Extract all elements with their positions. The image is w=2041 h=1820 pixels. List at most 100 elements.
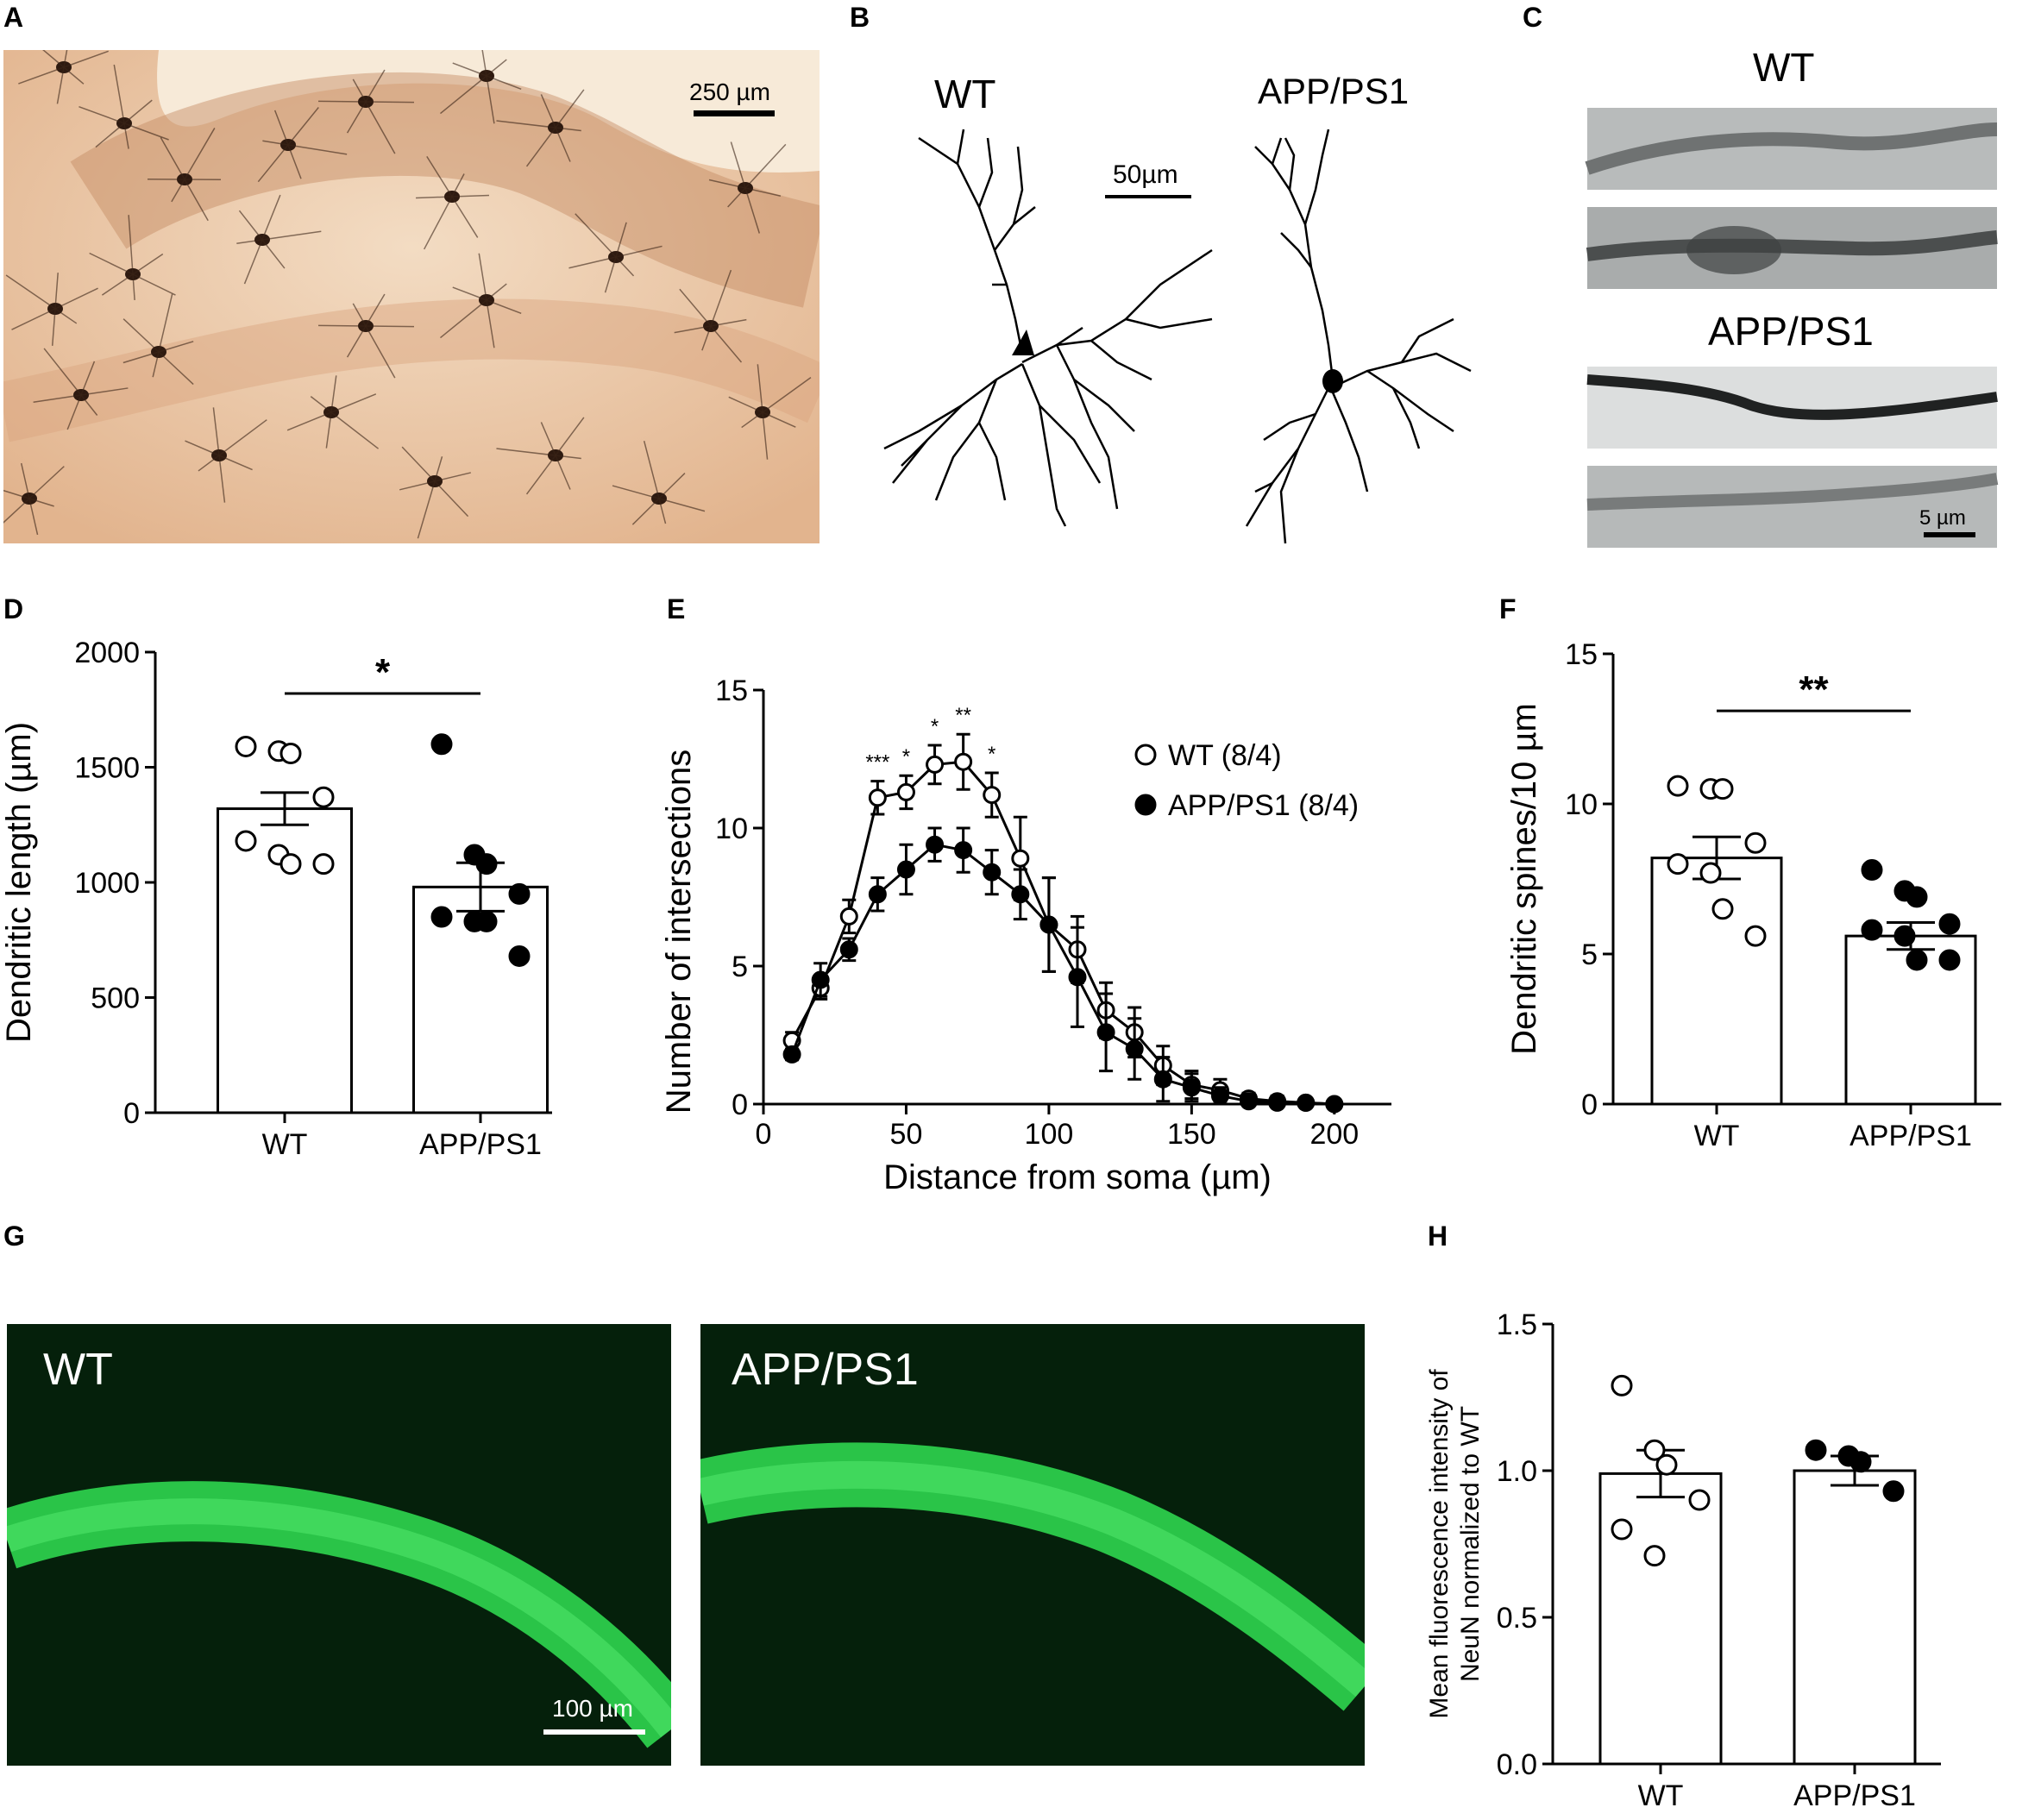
- y-tick-label: 500: [91, 982, 140, 1015]
- significance-marker: **: [955, 704, 971, 727]
- dendritic-spine-images: WT APP/PS1 5 µm: [1579, 43, 2010, 552]
- neuron-tracing-panel: WT APP/PS1 50µm: [850, 43, 1505, 561]
- data-point: [1325, 1095, 1344, 1114]
- data-point: [1182, 1078, 1201, 1097]
- data-point: [235, 830, 257, 852]
- data-point: [1011, 885, 1030, 904]
- y-tick-label: 1000: [74, 867, 140, 900]
- y-tick-label: 10: [1565, 788, 1598, 821]
- data-point: [312, 853, 335, 875]
- data-point: [1938, 913, 1961, 935]
- data-point: [1699, 862, 1722, 884]
- data-point: [1893, 925, 1916, 947]
- scale-label-b: 50µm: [1113, 160, 1178, 189]
- y-axis-title-line: NeuN normalized to WT: [1456, 1406, 1485, 1682]
- x-tick-label: 0: [756, 1118, 772, 1151]
- y-tick-label: 5: [1581, 938, 1598, 971]
- chart-dendritic-length: 0 500 1000 1500 2000 Dendritic length (µm) WT A…: [0, 595, 604, 1190]
- data-point: [1744, 832, 1767, 854]
- spine-label-wt: WT: [1753, 45, 1815, 90]
- legend-label: WT (8/4): [1168, 739, 1282, 772]
- scale-label-g: 100 µm: [552, 1695, 633, 1722]
- y-tick-label: 5: [732, 951, 748, 983]
- data-point: [1938, 949, 1961, 971]
- data-point: [983, 786, 1002, 805]
- data-point: [1068, 968, 1087, 987]
- y-tick-label: 1500: [74, 752, 140, 785]
- spine-strip-app-2: 5 µm: [1586, 466, 1999, 548]
- y-tick-label: 0: [123, 1097, 140, 1130]
- data-point: [1711, 778, 1734, 800]
- x-tick-label: WT: [262, 1128, 308, 1161]
- y-axis-title: Dendritic spines/10 µm: [1505, 703, 1543, 1055]
- significance-marker: *: [902, 745, 910, 769]
- data-point: [1744, 925, 1767, 947]
- chart-dendritic-spines: 0 5 10 15 Dendritic spines/10 µm WT APP/PS1 **: [1466, 595, 2036, 1190]
- spine-strip-wt-2: [1586, 207, 1998, 289]
- fluor-label-app: APP/PS1: [732, 1345, 919, 1395]
- significance-marker: ***: [865, 751, 889, 775]
- data-point: [1297, 1093, 1316, 1112]
- data-point: [839, 907, 858, 926]
- data-point: [1153, 1070, 1172, 1089]
- data-point: [1039, 915, 1058, 934]
- app-soma-shape: [1322, 369, 1343, 393]
- wt-soma-shape: [1012, 329, 1034, 355]
- chart-sholl-analysis: 0 5 10 15 0 50 100 150 200 Distance from soma (µm…: [656, 595, 1449, 1216]
- chart-neun-intensity: 0.0 0.5 1.0 1.5 Mean fluorescence intensity …: [1406, 1259, 2036, 1820]
- spine-strip-wt-1: [1585, 108, 1998, 190]
- data-point: [1096, 1023, 1115, 1042]
- data-point: [1643, 1439, 1666, 1461]
- data-point: [1655, 1453, 1678, 1476]
- y-tick-label: 10: [715, 813, 748, 845]
- x-tick-label: 100: [1025, 1118, 1074, 1151]
- x-tick-label: WT: [1638, 1779, 1684, 1812]
- y-tick-label: 0: [732, 1089, 748, 1121]
- data-point: [312, 786, 335, 808]
- data-point: [1125, 1039, 1144, 1058]
- y-tick-label: 0: [1581, 1089, 1598, 1121]
- neun-fluorescence-app: APP/PS1: [700, 1324, 1365, 1766]
- y-tick-label: 2000: [74, 637, 140, 669]
- y-tick-label: 15: [1565, 638, 1598, 671]
- x-tick-label: WT: [1694, 1120, 1740, 1152]
- scale-label-c: 5 µm: [1919, 506, 1966, 530]
- x-tick-label: 200: [1309, 1118, 1359, 1151]
- y-tick-label: 1.5: [1497, 1309, 1537, 1341]
- data-point: [508, 945, 531, 967]
- data-point: [1210, 1086, 1229, 1105]
- neun-fluorescence-wt: WT 100 µm: [7, 1324, 671, 1766]
- panel-label-e: E: [667, 593, 686, 624]
- x-tick-label: 150: [1167, 1118, 1216, 1151]
- panel-label-f: F: [1499, 593, 1517, 624]
- tracing-label-wt: WT: [934, 72, 996, 116]
- tracing-label-app: APP/PS1: [1258, 71, 1409, 111]
- data-point: [811, 970, 830, 989]
- bar: [1793, 1469, 1917, 1766]
- y-axis-title: Dendritic length (µm): [0, 722, 38, 1043]
- data-point: [926, 835, 945, 854]
- x-tick-label: APP/PS1: [1849, 1120, 1972, 1152]
- y-tick-label: 0.0: [1497, 1748, 1537, 1781]
- data-point: [896, 860, 915, 879]
- spine-strip-app-1: [1586, 367, 1998, 449]
- data-point: [954, 752, 973, 771]
- bar: [1598, 1472, 1723, 1766]
- data-point: [235, 735, 257, 757]
- scale-label-a: 250 µm: [689, 78, 770, 105]
- data-point: [1667, 853, 1689, 875]
- data-point: [1611, 1518, 1633, 1541]
- data-point: [475, 853, 498, 875]
- data-point: [868, 788, 887, 807]
- data-point: [1906, 886, 1928, 908]
- panel-label-c: C: [1523, 2, 1543, 33]
- data-point: [1011, 849, 1030, 868]
- data-point: [1240, 1092, 1259, 1111]
- legend-marker: [1134, 794, 1157, 816]
- panel-label-b: B: [850, 2, 870, 33]
- fluor-label-wt: WT: [43, 1345, 113, 1395]
- data-point: [868, 885, 887, 904]
- y-tick-label: 1.0: [1497, 1455, 1537, 1488]
- data-point: [839, 940, 858, 959]
- data-point: [1688, 1489, 1711, 1511]
